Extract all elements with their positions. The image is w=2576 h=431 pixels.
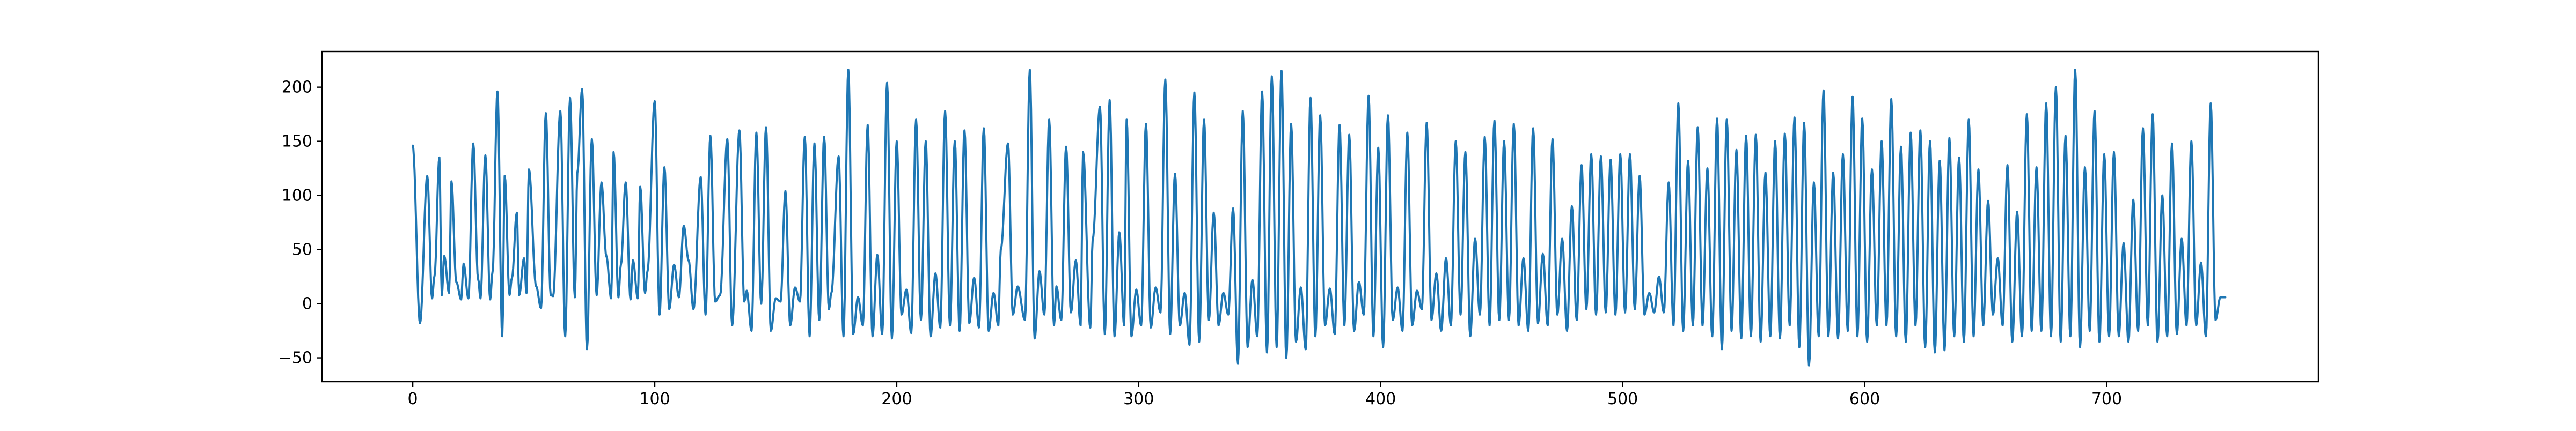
axes-frame [321, 50, 2319, 383]
series-line [412, 69, 2227, 367]
y-tick-label: 150 [282, 132, 312, 151]
y-tick-label: 50 [292, 241, 312, 259]
x-tick-label: 700 [2091, 390, 2122, 408]
x-tick-label: 200 [881, 390, 912, 408]
y-tick-label: 100 [282, 187, 312, 205]
plot-area [412, 69, 2227, 367]
x-tick-label: 100 [639, 390, 670, 408]
x-tick-label: 0 [408, 390, 418, 408]
x-tick-label: 500 [1607, 390, 1638, 408]
y-tick-label: 0 [302, 295, 312, 314]
y-tick-label: −50 [279, 349, 312, 368]
x-tick-label: 600 [1849, 390, 1880, 408]
x-tick-label: 400 [1365, 390, 1396, 408]
y-axis: −50 0 50 100 150 200 [279, 78, 322, 368]
x-tick-label: 300 [1123, 390, 1154, 408]
y-tick-label: 200 [282, 78, 312, 97]
x-axis: 0 100 200 300 400 500 600 700 [408, 382, 2122, 408]
